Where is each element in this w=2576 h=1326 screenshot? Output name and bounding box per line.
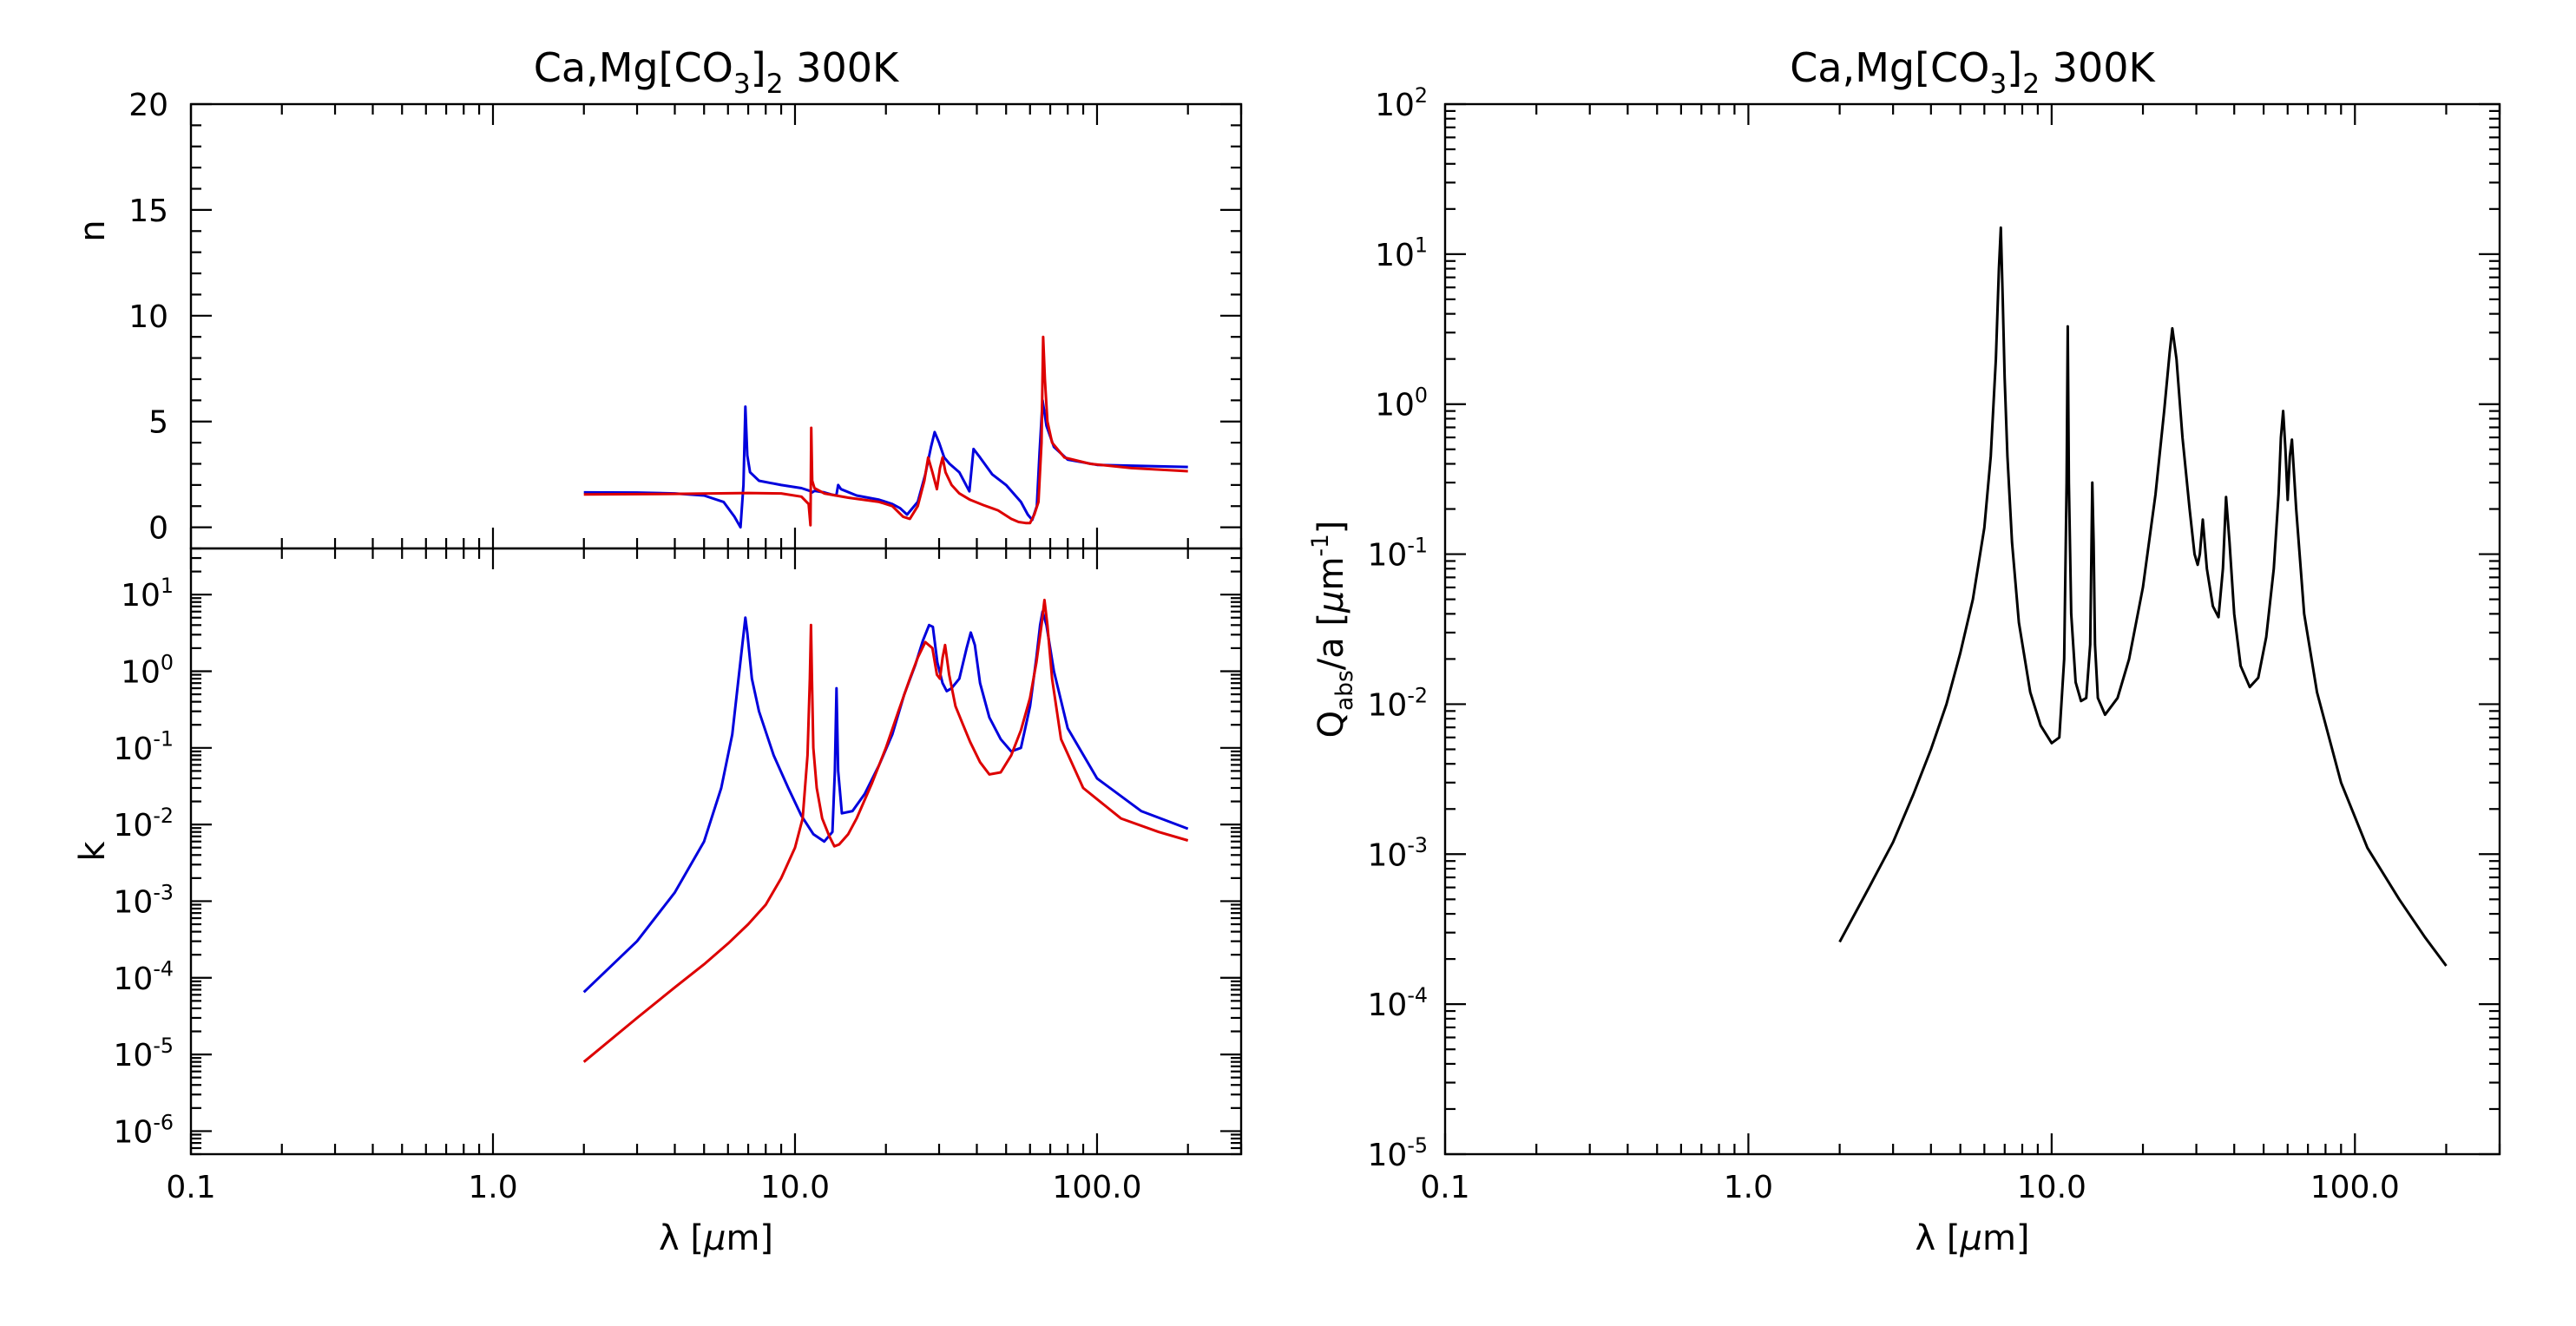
x-tick-label: 10.0 (2017, 1170, 2086, 1205)
y-tick-label: 10-4 (1368, 983, 1429, 1023)
y-tick-label: 102 (1375, 83, 1428, 123)
y-axis-label: Qabs/a [μm-1] (1307, 521, 1358, 738)
series-line-2 (582, 598, 1189, 1063)
x-tick-label: 100.0 (2310, 1170, 2400, 1205)
y-tick-label: 10-1 (1368, 533, 1429, 573)
series-line-1 (1838, 226, 2448, 967)
y-tick-label: 20 (128, 88, 168, 123)
chart-title: Ca,Mg[CO3]2 300K (1790, 44, 2156, 100)
y-tick-label: 10-6 (114, 1110, 174, 1150)
x-axis-label: λ [μm] (1915, 1218, 2029, 1258)
y-tick-label: 5 (148, 405, 168, 441)
y-tick-label: 10-2 (114, 804, 174, 844)
x-tick-label: 10.0 (760, 1170, 830, 1205)
y-tick-label: 10-2 (1368, 683, 1429, 723)
q_panel: 0.1 1.0 10.0 100.0 10-5 10-4 10-3 10-2 10-1 100 10… (1307, 44, 2501, 1258)
y-tick-label: 0 (148, 511, 168, 547)
series-line-2 (583, 335, 1188, 527)
chart-title: Ca,Mg[CO3]2 300K (534, 44, 900, 100)
y-tick-label: 10-5 (114, 1034, 174, 1073)
y-tick-label: 10-3 (1368, 833, 1429, 873)
y-tick-label: 10 (128, 299, 168, 335)
y-tick-label: 10-1 (114, 727, 174, 767)
y-tick-label: 15 (128, 194, 168, 229)
x-tick-label: 1.0 (1724, 1170, 1773, 1205)
n_panel: 0 5 10 15 20 Ca,Mg[CO3]2 300K n (73, 44, 1243, 550)
x-axis-label: λ [μm] (659, 1218, 773, 1258)
plot-frame (1443, 102, 2501, 1156)
y-tick-label: 10-4 (114, 957, 174, 997)
y-tick-label: 101 (121, 574, 174, 614)
y-axis-label: n (73, 220, 113, 241)
x-tick-label: 1.0 (468, 1170, 517, 1205)
y-tick-label: 100 (121, 650, 174, 690)
x-tick-label: 0.1 (166, 1170, 215, 1205)
y-tick-label: 10-3 (114, 880, 174, 920)
k_panel: 0.1 1.0 10.0 100.0 10-6 10-5 10-4 10-3 10-2 10-1 1… (73, 547, 1243, 1258)
x-tick-label: 0.1 (1420, 1170, 1469, 1205)
y-tick-label: 101 (1375, 233, 1428, 273)
y-tick-label: 10-5 (1368, 1133, 1429, 1173)
plot-frame (189, 547, 1243, 1156)
x-tick-label: 100.0 (1052, 1170, 1141, 1205)
y-tick-label: 100 (1375, 384, 1428, 423)
y-axis-label: k (73, 841, 113, 862)
